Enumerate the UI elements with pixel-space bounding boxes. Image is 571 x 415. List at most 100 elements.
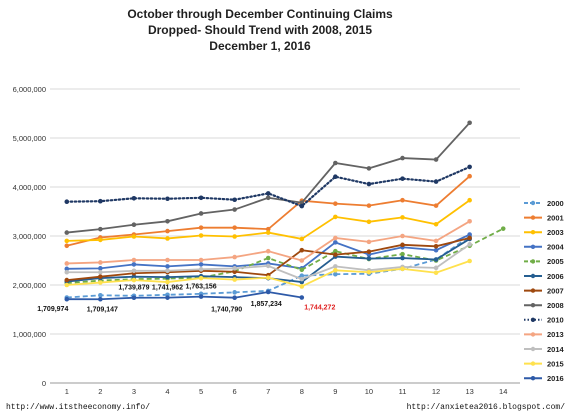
legend-label: 2003: [547, 228, 564, 237]
data-point-2001: [333, 201, 338, 206]
data-point-2013: [467, 219, 472, 224]
data-point-2015: [299, 284, 305, 289]
data-point-2001: [467, 173, 472, 179]
data-point-2010: [433, 179, 439, 184]
data-point-2015: [198, 275, 204, 281]
data-point-2008: [400, 155, 405, 161]
data-point-2006: [433, 257, 439, 262]
data-point-2007: [366, 249, 372, 254]
data-point-2016: [64, 296, 70, 302]
data-point-2014: [265, 263, 271, 269]
data-point-2015: [265, 275, 271, 280]
data-point-2000: [299, 273, 305, 278]
y-tick-label: 0: [42, 379, 46, 388]
legend-marker-2006: [530, 273, 536, 279]
data-point-2013: [299, 258, 305, 263]
data-point-2010: [232, 197, 237, 203]
data-point-2000: [98, 292, 103, 298]
data-point-2004: [64, 266, 70, 272]
data-label: 1,744,272: [304, 305, 335, 312]
data-label: 1,741,962: [152, 285, 183, 292]
data-label: 1,763,156: [185, 284, 216, 291]
data-point-2005: [299, 267, 305, 273]
data-point-2014: [232, 266, 237, 271]
data-point-2007: [433, 243, 439, 249]
data-point-2013: [400, 233, 405, 239]
data-point-2010: [400, 176, 405, 181]
data-point-2016: [198, 294, 204, 299]
data-point-2001: [232, 225, 237, 230]
data-point-2001: [64, 243, 70, 249]
data-point-2015: [64, 282, 70, 288]
data-point-2004: [131, 262, 137, 267]
x-tick-label: 1: [65, 387, 69, 396]
chart-title-line-3: December 1, 2016: [209, 39, 311, 53]
data-point-2003: [232, 234, 237, 239]
footer-source-right: http://anxietea2016.blogspot.com/: [406, 403, 565, 412]
data-point-2015: [232, 277, 237, 282]
legend-label: 2014: [547, 345, 565, 354]
legend-marker-2013: [530, 332, 536, 337]
series-line-2008: [66, 122, 471, 234]
data-point-2008: [433, 157, 439, 162]
data-point-2003: [400, 215, 405, 220]
legend-marker-2015: [530, 361, 536, 366]
legend-label: 2015: [547, 359, 564, 368]
data-point-2016: [299, 295, 305, 300]
data-point-2007: [98, 274, 103, 279]
data-point-2010: [64, 199, 70, 204]
data-point-2013: [232, 254, 237, 260]
data-point-2015: [333, 268, 338, 273]
data-point-2014: [165, 268, 170, 274]
y-tick-label: 5,000,000: [13, 134, 46, 143]
data-point-2008: [98, 226, 103, 232]
x-tick-label: 3: [132, 387, 136, 396]
data-point-2007: [64, 277, 70, 283]
data-point-2003: [366, 219, 372, 225]
data-point-2010: [131, 195, 137, 201]
data-point-2000: [333, 271, 338, 277]
data-point-2010: [265, 191, 271, 196]
data-point-2010: [333, 174, 338, 180]
data-point-2008: [265, 195, 271, 201]
data-point-2007: [299, 247, 305, 253]
data-point-2003: [333, 214, 338, 220]
data-point-2003: [64, 238, 70, 244]
data-point-2006: [400, 255, 405, 261]
data-point-2015: [433, 270, 439, 276]
data-point-2014: [198, 267, 204, 272]
data-point-2008: [131, 222, 137, 228]
x-tick-label: 4: [165, 387, 169, 396]
legend-label: 2016: [547, 374, 564, 383]
data-point-2004: [165, 264, 170, 269]
data-point-2005: [333, 248, 338, 254]
data-point-2013: [98, 260, 103, 265]
data-point-2007: [467, 235, 472, 241]
data-point-2013: [165, 257, 170, 263]
data-point-2014: [98, 269, 103, 275]
legend-label: 2013: [547, 330, 564, 339]
data-point-2007: [333, 252, 338, 257]
data-point-2004: [433, 247, 439, 253]
data-point-2010: [165, 196, 170, 202]
data-point-2010: [366, 181, 372, 187]
data-point-2003: [299, 236, 305, 242]
data-point-2010: [299, 203, 305, 209]
data-point-2014: [433, 265, 439, 271]
data-point-2013: [333, 235, 338, 241]
legend-marker-2000: [530, 200, 536, 206]
data-point-2013: [433, 238, 439, 244]
x-tick-label: 9: [333, 387, 337, 396]
x-tick-label: 10: [365, 387, 373, 396]
data-point-2004: [467, 232, 472, 237]
data-point-2004: [98, 266, 103, 271]
x-tick-label: 13: [465, 387, 473, 396]
y-tick-label: 4,000,000: [13, 183, 46, 192]
data-label: 1,709,974: [37, 306, 68, 313]
data-point-2006: [131, 274, 137, 279]
legend-label: 2001: [547, 213, 564, 222]
legend-marker-2008: [530, 303, 536, 308]
y-tick-label: 2,000,000: [13, 281, 46, 290]
data-point-2003: [165, 236, 170, 241]
